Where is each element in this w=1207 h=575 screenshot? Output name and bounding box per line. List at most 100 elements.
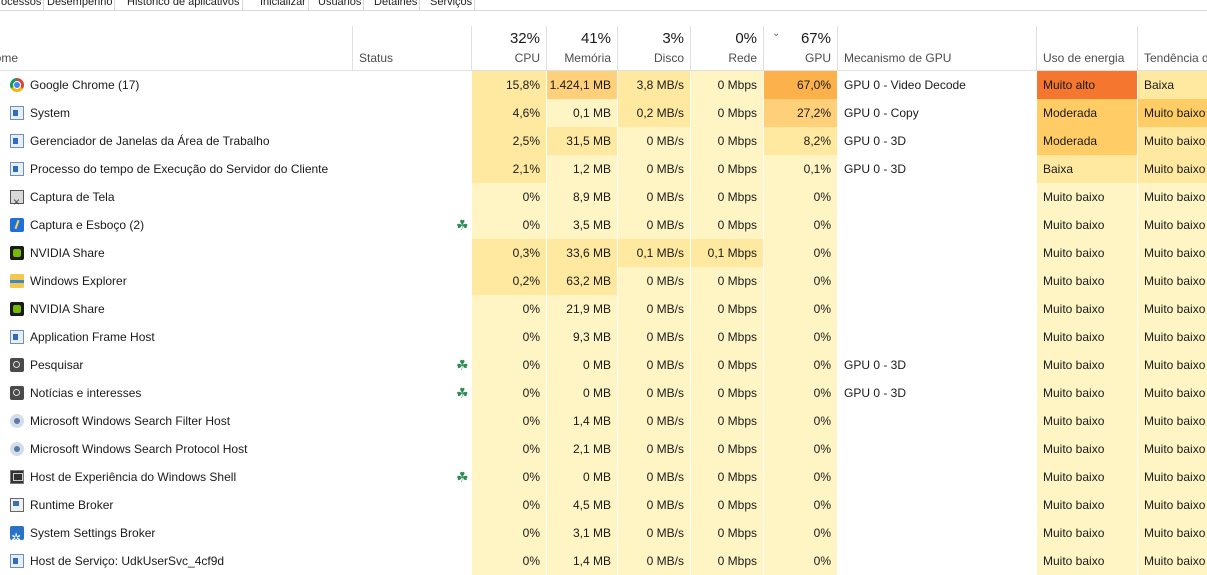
column-memory[interactable]: 41% Memória [546, 26, 617, 70]
gpu-engine-cell: GPU 0 - Video Decode [837, 71, 1036, 99]
column-disk[interactable]: 3% Disco [617, 26, 690, 70]
table-row[interactable]: Microsoft Windows Search Filter Host 0% 1,… [0, 407, 1207, 435]
process-name-cell[interactable]: NVIDIA Share [0, 239, 352, 267]
tab-6[interactable]: Serviços [428, 0, 476, 10]
table-row[interactable]: System 4,6% 0,1 MB 0,2 MB/s 0 Mbps 27,2% GPU 0… [0, 99, 1207, 127]
network-cell: 0 Mbps [690, 519, 763, 547]
cpu-cell: 0% [471, 379, 546, 407]
disk-cell: 0 MB/s [617, 491, 690, 519]
gpu-cell: 0% [763, 323, 837, 351]
tab-0[interactable]: Processos [0, 0, 45, 10]
snip-icon [10, 188, 24, 211]
folder-icon [10, 274, 24, 288]
table-row[interactable]: Captura e Esboço (2) ☘ 0% 3,5 MB 0 MB/s 0 Mbp… [0, 211, 1207, 239]
process-name-cell[interactable]: Microsoft Windows Search Protocol Host [0, 435, 352, 463]
process-name-cell[interactable]: Pesquisar [0, 351, 352, 379]
column-header-row: Nome Status 32% CPU 41% Memória 3% Disco… [0, 26, 1207, 71]
column-power-usage[interactable]: Uso de energia [1036, 26, 1137, 70]
cpu-cell: 0% [471, 407, 546, 435]
table-row[interactable]: NVIDIA Share 0,3% 33,6 MB 0,1 MB/s 0,1 Mbps 0… [0, 239, 1207, 267]
tab-2[interactable]: Histórico de aplicativos [125, 0, 243, 10]
cpu-cell: 0% [471, 463, 546, 491]
column-cpu[interactable]: 32% CPU [471, 26, 546, 70]
memory-cell: 3,1 MB [546, 519, 617, 547]
network-cell: 0 Mbps [690, 351, 763, 379]
process-name-cell[interactable]: System Settings Broker [0, 519, 352, 547]
disk-cell: 0 MB/s [617, 127, 690, 155]
gpu-cell: 8,2% [763, 127, 837, 155]
column-power-trend[interactable]: Tendência de uso de energia [1137, 26, 1207, 70]
process-name-cell[interactable]: Runtime Broker [0, 491, 352, 519]
nvidia-icon [10, 302, 24, 316]
power-usage-cell: Muito baixo [1036, 435, 1137, 463]
table-row[interactable]: Host de Serviço: UdkUserSvc_4cf9d 0% 1,4 M… [0, 547, 1207, 575]
column-memory-label: Memória [564, 51, 611, 65]
process-name-cell[interactable]: Google Chrome (17) [0, 71, 352, 99]
memory-cell: 0 MB [546, 351, 617, 379]
status-cell [352, 267, 471, 295]
column-gpu-engine[interactable]: Mecanismo de GPU [837, 26, 1036, 70]
process-name-cell[interactable]: Application Frame Host [0, 323, 352, 351]
tab-4[interactable]: Usuários [316, 0, 365, 10]
network-cell: 0,1 Mbps [690, 239, 763, 267]
window-icon [10, 330, 24, 344]
column-status[interactable]: Status [352, 26, 471, 70]
column-name[interactable]: Nome [0, 26, 352, 70]
table-row[interactable]: Gerenciador de Janelas da Área de Trabal… [0, 127, 1207, 155]
process-name-cell[interactable]: Windows Explorer [0, 267, 352, 295]
table-row[interactable]: Host de Experiência do Windows Shell ☘ 0% 0… [0, 463, 1207, 491]
tab-1[interactable]: Desempenho [45, 0, 116, 10]
network-cell: 0 Mbps [690, 379, 763, 407]
process-name-cell[interactable]: Notícias e interesses [0, 379, 352, 407]
tab-3[interactable]: Inicializar [258, 0, 309, 10]
status-cell [352, 183, 471, 211]
table-row[interactable]: Runtime Broker 0% 4,5 MB 0 MB/s 0 Mbps 0% Muit… [0, 491, 1207, 519]
memory-cell: 1.424,1 MB [546, 71, 617, 99]
process-name-cell[interactable]: Host de Experiência do Windows Shell [0, 463, 352, 491]
table-row[interactable]: Pesquisar ☘ 0% 0 MB 0 MB/s 0 Mbps 0% GPU 0 - 3D… [0, 351, 1207, 379]
table-row[interactable]: Microsoft Windows Search Protocol Host 0%… [0, 435, 1207, 463]
process-name-cell[interactable]: Processo do tempo de Execução do Servido… [0, 155, 352, 183]
status-cell: ☘ [352, 463, 471, 491]
table-row[interactable]: NVIDIA Share 0% 21,9 MB 0 MB/s 0 Mbps 0% Muito… [0, 295, 1207, 323]
column-power-usage-label: Uso de energia [1043, 51, 1125, 65]
memory-cell: 3,5 MB [546, 211, 617, 239]
tab-5[interactable]: Detalhes [372, 0, 421, 10]
efficiency-leaf-icon: ☘ [456, 217, 469, 233]
gpu-cell: 0% [763, 239, 837, 267]
table-row[interactable]: Windows Explorer 0,2% 63,2 MB 0 MB/s 0 Mbps 0… [0, 267, 1207, 295]
process-name-cell[interactable]: NVIDIA Share [0, 295, 352, 323]
table-row[interactable]: Application Frame Host 0% 9,3 MB 0 MB/s 0 Mb… [0, 323, 1207, 351]
gpu-engine-cell: GPU 0 - Copy [837, 99, 1036, 127]
gpu-engine-cell: GPU 0 - 3D [837, 127, 1036, 155]
column-gpu[interactable]: ⌄ 67% GPU [763, 26, 837, 70]
process-name-cell[interactable]: System [0, 99, 352, 127]
table-row[interactable]: Notícias e interesses ☘ 0% 0 MB 0 MB/s 0 Mbps… [0, 379, 1207, 407]
process-name-cell[interactable]: Captura e Esboço (2) [0, 211, 352, 239]
efficiency-leaf-icon: ☘ [456, 469, 469, 485]
memory-cell: 0 MB [546, 379, 617, 407]
table-row[interactable]: Processo do tempo de Execução do Servido… [0, 155, 1207, 183]
power-usage-cell: Muito baixo [1036, 183, 1137, 211]
column-network[interactable]: 0% Rede [690, 26, 763, 70]
process-name-cell[interactable]: Microsoft Windows Search Filter Host [0, 407, 352, 435]
power-usage-cell: Muito baixo [1036, 547, 1137, 575]
process-name-cell[interactable]: Host de Serviço: UdkUserSvc_4cf9d [0, 547, 352, 575]
cpu-cell: 15,8% [471, 71, 546, 99]
memory-cell: 33,6 MB [546, 239, 617, 267]
process-name-cell[interactable]: Gerenciador de Janelas da Área de Trabal… [0, 127, 352, 155]
process-name: Processo do tempo de Execução do Servido… [30, 162, 329, 176]
table-row[interactable]: Google Chrome (17) 15,8% 1.424,1 MB 3,8 MB/… [0, 71, 1207, 99]
disk-cell: 0 MB/s [617, 183, 690, 211]
power-trend-cell: Muito baixo [1137, 183, 1207, 211]
process-name: Windows Explorer [30, 274, 127, 288]
network-cell: 0 Mbps [690, 491, 763, 519]
power-usage-cell: Baixa [1036, 155, 1137, 183]
power-usage-cell: Muito baixo [1036, 379, 1137, 407]
process-name-cell[interactable]: Captura de Tela [0, 183, 352, 211]
column-gpu-label: GPU [804, 51, 831, 65]
power-trend-cell: Muito baixo [1137, 127, 1207, 155]
gpu-engine-cell [837, 491, 1036, 519]
